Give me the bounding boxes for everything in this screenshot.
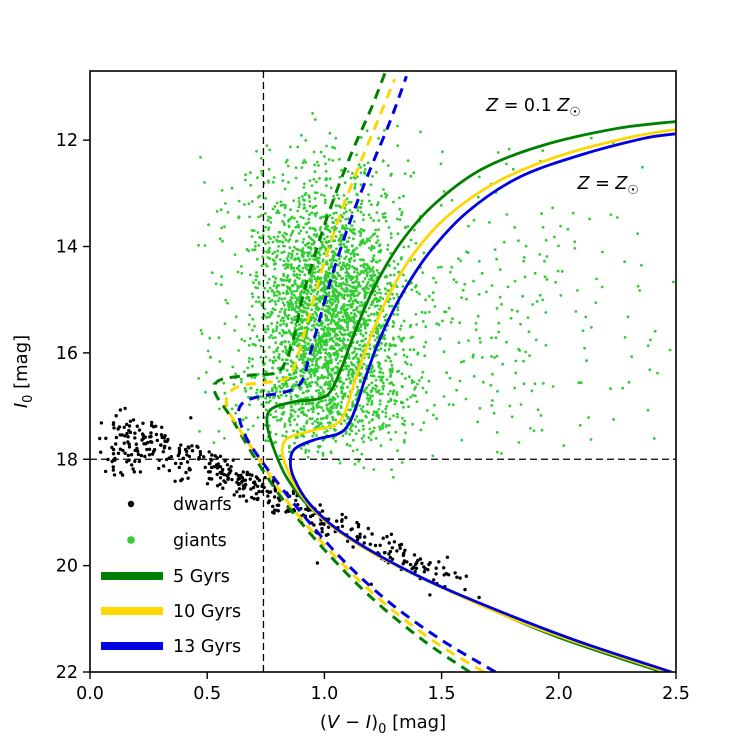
y-tick-label: 16 <box>56 344 78 364</box>
x-tick-label: 2.0 <box>545 684 573 704</box>
isochrone-13gyr-zsun <box>288 132 676 672</box>
plot-border <box>89 70 677 673</box>
y-axis-label: I0 [mag] <box>11 335 36 408</box>
y-tick-label: 22 <box>56 663 78 683</box>
y-tick-label: 14 <box>56 238 78 258</box>
isochrone-10gyr-z0p1 <box>224 78 485 672</box>
isochrone-5gyr-z0p1 <box>212 71 471 672</box>
label-z-solar: Z = Z☉ <box>577 174 639 197</box>
x-axis-label: (V − I)0 [mag] <box>320 712 446 737</box>
legend-marker-dwarfs <box>127 500 135 508</box>
x-tick-label: 0.0 <box>76 684 104 704</box>
isochrone-layer <box>212 71 676 672</box>
label-z-0p1: Z = 0.1 Z☉ <box>485 96 580 119</box>
y-tick-label: 20 <box>56 557 78 577</box>
legend-label-13-gyrs: 13 Gyrs <box>173 637 241 657</box>
axes: 0.0 0.5 1.0 1.5 2.0 2.5 12 14 16 18 20 22 (V − I)0 [… <box>11 70 690 737</box>
x-tick-label: 2.5 <box>662 684 690 704</box>
isochrone-10gyr-zsun <box>280 128 676 672</box>
y-tick-label: 12 <box>56 131 78 151</box>
legend: dwarfs giants 5 Gyrs 10 Gyrs 13 Gyrs <box>101 495 241 657</box>
annotations: Z = 0.1 Z☉ Z = Z☉ <box>485 96 639 197</box>
legend-label-dwarfs: dwarfs <box>173 495 232 515</box>
legend-label-10-gyrs: 10 Gyrs <box>173 602 241 622</box>
legend-label-5-gyrs: 5 Gyrs <box>173 567 230 587</box>
isochrone-13gyr-z0p1 <box>237 75 497 672</box>
x-tick-label: 1.0 <box>310 684 338 704</box>
reference-lines <box>90 71 676 672</box>
y-tick-label: 18 <box>56 450 78 470</box>
giants-scatter <box>197 112 675 479</box>
x-tick-label: 0.5 <box>193 684 221 704</box>
legend-marker-giants <box>127 536 135 544</box>
legend-label-giants: giants <box>173 531 227 551</box>
x-tick-label: 1.5 <box>428 684 456 704</box>
